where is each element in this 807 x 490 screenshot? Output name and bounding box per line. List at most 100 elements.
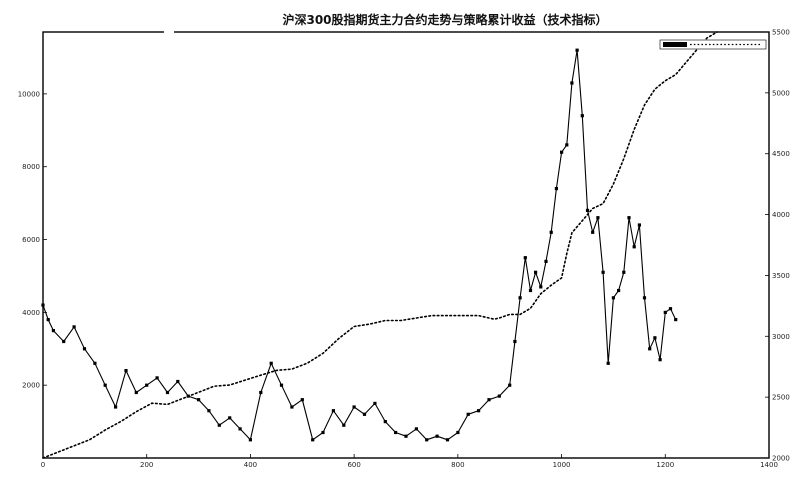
right-y-tick-label: 2500 xyxy=(772,394,790,402)
legend-swatch xyxy=(663,42,687,47)
series-0-point xyxy=(539,285,543,289)
series-0-point xyxy=(311,438,315,442)
right-y-tick-label: 5500 xyxy=(772,29,790,37)
series-0-point xyxy=(575,48,579,52)
series-0-point xyxy=(269,361,273,365)
series-0-point xyxy=(544,259,548,263)
x-tick-label: 1000 xyxy=(553,461,571,469)
series-0-point xyxy=(228,416,232,420)
series-1-line xyxy=(42,31,718,459)
x-tick-label: 1200 xyxy=(656,461,674,469)
series-0-point xyxy=(62,339,66,344)
series-0-point xyxy=(41,303,45,307)
series-0-point xyxy=(534,270,538,274)
series-0-point xyxy=(383,420,387,424)
series-0-point xyxy=(425,438,429,442)
series-0-point xyxy=(46,318,50,322)
series-0-point xyxy=(456,430,460,435)
series-0-point xyxy=(523,256,527,260)
right-y-tick-label: 3000 xyxy=(772,333,790,341)
x-tick-label: 0 xyxy=(41,461,45,469)
series-0-point xyxy=(207,409,211,413)
right-y-tick-label: 2000 xyxy=(772,455,790,463)
series-0-point xyxy=(248,438,252,442)
right-y-tick-label: 4000 xyxy=(772,211,790,219)
chart-title: 沪深300股指期货主力合约走势与策略累计收益（技术指标） xyxy=(282,12,607,27)
series-0-point xyxy=(528,288,533,293)
series-0-point xyxy=(648,347,652,351)
series-0-point xyxy=(238,427,242,431)
left-y-tick-label: 10000 xyxy=(18,90,40,98)
series-0-point xyxy=(259,390,263,395)
series-0-point xyxy=(279,383,284,387)
top-border-gap xyxy=(164,29,174,35)
series-0-point xyxy=(611,296,615,300)
series-0-point xyxy=(560,150,564,154)
series-0-point xyxy=(290,405,294,409)
left-y-axis-ticks: 2000 4000 6000 8000 10000 xyxy=(18,90,47,390)
x-axis-ticks: 0 200 400 600 800 1000 1200 1400 xyxy=(41,454,778,469)
series-0-point xyxy=(124,369,128,373)
series-0-point xyxy=(362,412,367,416)
series-0-point xyxy=(565,143,569,147)
series-0-point xyxy=(114,405,118,409)
series-0-point xyxy=(72,325,76,329)
series-0-point xyxy=(497,394,501,398)
series-0-point xyxy=(93,361,97,365)
series-0-point xyxy=(596,216,600,220)
series-0-point xyxy=(373,401,377,405)
x-tick-label: 600 xyxy=(347,461,360,469)
series-0-point xyxy=(585,208,590,212)
series-0-point xyxy=(580,114,584,118)
x-tick-label: 200 xyxy=(140,461,153,469)
series-0-point xyxy=(145,383,149,387)
series-0-point xyxy=(51,329,55,333)
series-0-point xyxy=(617,288,621,293)
series-0-point xyxy=(435,434,439,438)
series-0-point xyxy=(352,405,356,409)
left-y-tick-label: 6000 xyxy=(22,236,40,244)
x-tick-label: 1400 xyxy=(760,461,778,469)
series-0-point xyxy=(487,398,491,402)
series-0-point xyxy=(513,339,517,344)
right-y-tick-label: 3500 xyxy=(772,272,790,280)
left-y-tick-label: 4000 xyxy=(22,309,40,317)
series-0-point xyxy=(321,430,325,435)
series-0-point xyxy=(477,409,481,413)
left-y-tick-label: 8000 xyxy=(22,163,40,171)
series-0-point xyxy=(466,412,470,416)
series-0-point xyxy=(668,307,673,311)
x-tick-label: 400 xyxy=(244,461,257,469)
series-0-point xyxy=(165,390,170,395)
series-0-point xyxy=(134,390,138,395)
x-tick-label: 800 xyxy=(451,461,464,469)
series-0-point xyxy=(591,230,595,234)
series-0-point xyxy=(653,336,657,340)
series-0-point xyxy=(554,187,558,191)
series-0-point xyxy=(658,358,662,362)
legend xyxy=(659,39,767,50)
series-0-point xyxy=(217,423,221,427)
series-0-point xyxy=(82,347,87,351)
right-y-tick-label: 4500 xyxy=(772,150,790,158)
series-0-point xyxy=(518,296,522,300)
series-0-point xyxy=(414,427,418,431)
series-0-point xyxy=(103,383,107,387)
right-y-axis-ticks: 2000 2500 3000 3500 4000 4500 5000 5500 xyxy=(765,29,790,463)
series-0-point xyxy=(622,270,626,274)
series-0-point xyxy=(342,423,346,427)
series-0-point xyxy=(632,245,636,249)
series-0-point xyxy=(674,318,678,322)
series-0-point xyxy=(508,383,512,387)
series-0-point xyxy=(570,81,574,85)
series-0-point xyxy=(176,379,180,384)
series-0-point xyxy=(642,296,647,300)
left-y-tick-label: 2000 xyxy=(22,382,40,390)
series-0-point xyxy=(197,398,201,402)
plot-frame xyxy=(42,31,770,459)
series-0-point xyxy=(606,361,610,365)
series-0-point xyxy=(404,434,408,438)
series-0-point xyxy=(663,310,667,314)
series-0-point xyxy=(394,430,398,435)
